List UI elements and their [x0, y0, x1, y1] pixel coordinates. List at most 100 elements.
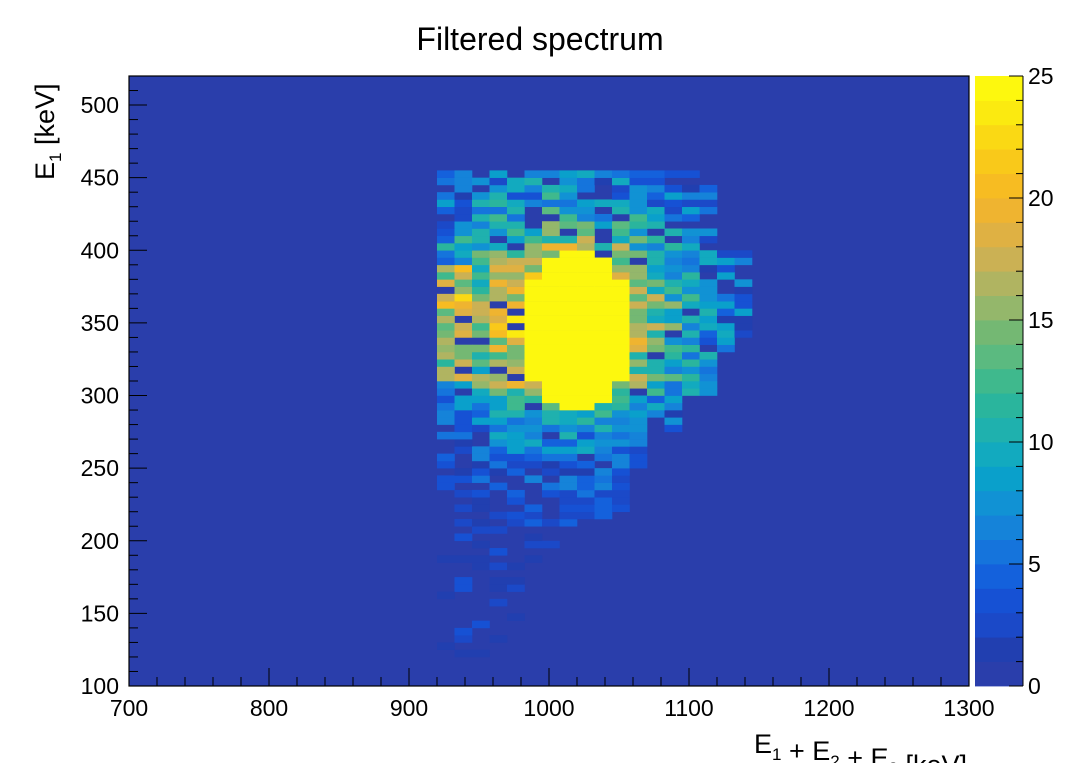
- heatmap-cell: [437, 206, 455, 215]
- heatmap-cell: [472, 359, 490, 367]
- heatmap-cell: [472, 402, 490, 411]
- heatmap-cell: [542, 453, 560, 462]
- heatmap-cell: [612, 243, 630, 251]
- heatmap-cell: [524, 504, 543, 513]
- heatmap-cell: [594, 424, 613, 433]
- heatmap-cell: [472, 243, 490, 251]
- heatmap-cell: [629, 410, 648, 418]
- heatmap-cell: [489, 279, 508, 287]
- heatmap-cell: [612, 351, 630, 360]
- heatmap-cell: [542, 250, 560, 258]
- heatmap-cell: [664, 213, 683, 222]
- x-tick-label: 800: [250, 695, 288, 721]
- heatmap-cell: [472, 504, 490, 513]
- heatmap-cell: [454, 293, 473, 302]
- heatmap-cell: [699, 366, 718, 375]
- heatmap-cell: [647, 264, 665, 273]
- heatmap-cell: [664, 301, 683, 309]
- heatmap-cell: [699, 359, 718, 367]
- heatmap-cell: [559, 199, 578, 208]
- heatmap-cell: [472, 257, 490, 266]
- heatmap-cell: [577, 482, 595, 491]
- heatmap-cell: [577, 373, 595, 382]
- heatmap-cell: [577, 322, 595, 331]
- heatmap-cell: [524, 453, 543, 462]
- heatmap-cell: [472, 555, 490, 563]
- heatmap-cell: [612, 322, 630, 331]
- heatmap-cell: [454, 301, 473, 309]
- heatmap-cell: [717, 264, 735, 273]
- heatmap-cell: [489, 192, 508, 200]
- heatmap-cell: [489, 322, 508, 331]
- heatmap-cell: [682, 366, 700, 375]
- heatmap-cell: [454, 649, 473, 658]
- heatmap-cell: [472, 177, 490, 186]
- heatmap-cell: [524, 446, 543, 454]
- heatmap-cell: [629, 322, 648, 331]
- heatmap-cell: [437, 170, 455, 178]
- y-tick-label: 450: [81, 165, 119, 191]
- heatmap-cell: [577, 395, 595, 404]
- x-tick-label: 1100: [664, 695, 713, 721]
- heatmap-cell: [559, 460, 578, 469]
- heatmap-cell: [489, 584, 508, 592]
- heatmap-cell: [699, 206, 718, 215]
- heatmap-cell: [542, 468, 560, 476]
- heatmap-cell: [577, 301, 595, 309]
- heatmap-cell: [594, 431, 613, 440]
- heatmap-cell: [542, 482, 560, 491]
- heatmap-cell: [594, 417, 613, 425]
- heatmap-cell: [577, 344, 595, 353]
- heatmap-cell: [664, 272, 683, 280]
- heatmap-cell: [594, 286, 613, 295]
- heatmap-cell: [437, 315, 455, 324]
- heatmap-cell: [559, 315, 578, 324]
- heatmap-cell: [507, 395, 525, 404]
- heatmap-cell: [682, 330, 700, 338]
- heatmap-cell: [647, 221, 665, 229]
- colorbar-bin: [975, 515, 1023, 540]
- heatmap-cell: [454, 199, 473, 208]
- heatmap-cell: [454, 446, 473, 454]
- heatmap-cell: [559, 359, 578, 367]
- heatmap-cell: [454, 177, 473, 186]
- heatmap-cell: [542, 308, 560, 316]
- heatmap-cell: [454, 417, 473, 425]
- heatmap-cell: [612, 460, 630, 469]
- heatmap-cell: [594, 489, 613, 498]
- heatmap-cell: [489, 315, 508, 324]
- colorbar-bin: [975, 393, 1023, 418]
- heatmap-cell: [682, 228, 700, 237]
- heatmap-cell: [559, 337, 578, 345]
- heatmap-cell: [647, 199, 665, 208]
- heatmap-cell: [472, 649, 490, 658]
- heatmap-cell: [699, 315, 718, 324]
- colorbar-bin: [975, 539, 1023, 565]
- heatmap-cell: [577, 431, 595, 440]
- heatmap-cell: [664, 344, 683, 353]
- colorbar-bin: [975, 222, 1023, 248]
- heatmap-cell: [489, 548, 508, 556]
- heatmap-cell: [612, 431, 630, 440]
- heatmap-cell: [647, 366, 665, 375]
- heatmap-cell: [472, 351, 490, 360]
- heatmap-cell: [612, 330, 630, 338]
- heatmap-cell: [472, 293, 490, 302]
- y-tick-label: 150: [81, 600, 119, 626]
- heatmap-cell: [559, 264, 578, 273]
- heatmap-cell: [524, 243, 543, 251]
- heatmap-cell: [489, 577, 508, 585]
- y-axis-label: E1 [keV]: [30, 83, 65, 180]
- heatmap-cell: [454, 322, 473, 331]
- heatmap-cell: [577, 424, 595, 433]
- heatmap-cell: [612, 286, 630, 295]
- heatmap-cell: [454, 518, 473, 527]
- heatmap-cell: [612, 315, 630, 324]
- heatmap-cell: [577, 417, 595, 425]
- heatmap-cell: [542, 460, 560, 469]
- heatmap-cell: [437, 373, 455, 382]
- colorbar-bin: [975, 76, 1023, 101]
- heatmap-cell: [507, 286, 525, 295]
- heatmap-cell: [682, 279, 700, 287]
- heatmap-cell: [542, 330, 560, 338]
